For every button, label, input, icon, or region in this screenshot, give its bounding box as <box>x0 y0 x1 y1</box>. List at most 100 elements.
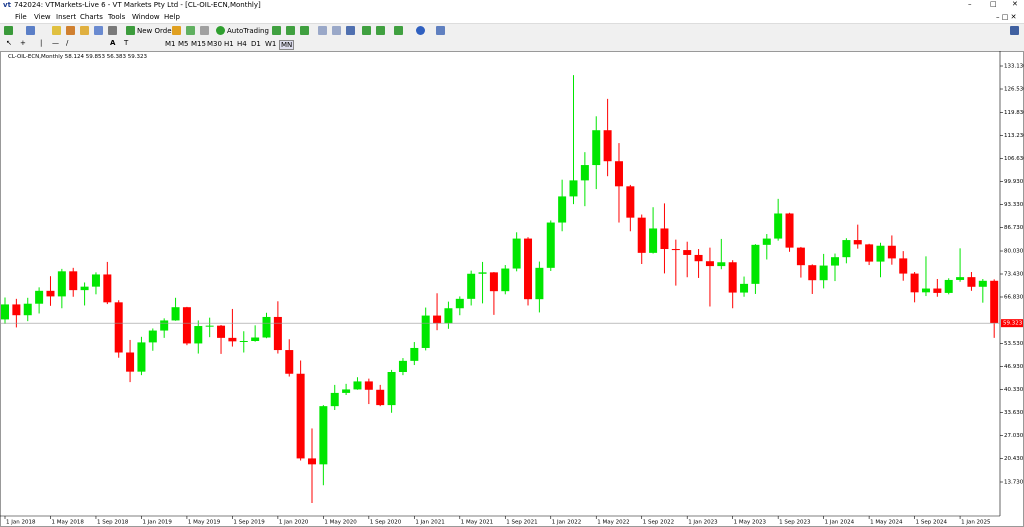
toolbar-icon[interactable] <box>172 26 181 35</box>
x-tick-label: 1 Jan 2019 <box>142 520 172 526</box>
candle-body <box>273 316 282 351</box>
close-button[interactable]: ✕ <box>1012 0 1018 8</box>
candle-body <box>398 360 407 373</box>
menu-item[interactable]: Tools <box>108 13 126 21</box>
candle-body <box>842 240 851 258</box>
line-tool[interactable]: — <box>52 39 59 47</box>
line-tool[interactable]: | <box>40 39 43 47</box>
chart-info-label: CL-OIL-ECN,Monthly 58.124 59.853 56.383 … <box>8 54 148 60</box>
menu-bar: File View Insert Charts Tools Window Hel… <box>0 11 1024 23</box>
candle-body <box>387 372 396 406</box>
autotrading-icon[interactable] <box>216 26 225 35</box>
x-tick-label: 1 Jan 2025 <box>961 520 991 526</box>
candle-body <box>319 406 328 465</box>
candle-body <box>421 315 430 348</box>
toolbar-icon[interactable] <box>376 26 385 35</box>
toolbar-icon[interactable] <box>94 26 103 35</box>
timeframe-button[interactable]: W1 <box>265 40 277 48</box>
candle-body <box>853 240 862 245</box>
y-tick-label: 119.830 <box>1004 110 1024 116</box>
toolbar-icon[interactable] <box>272 26 281 35</box>
timeframe-button[interactable]: M30 <box>207 40 222 48</box>
toolbar-icon[interactable] <box>300 26 309 35</box>
toolbar-icon[interactable] <box>52 26 61 35</box>
candle-body <box>262 316 271 338</box>
candle-body <box>194 326 203 344</box>
chart: CL-OIL-ECN,Monthly 58.124 59.853 56.383 … <box>0 51 1024 527</box>
candle-body <box>569 180 578 197</box>
new-order-button[interactable]: New Order <box>137 27 175 35</box>
menu-item[interactable]: View <box>34 13 51 21</box>
candle-body <box>967 277 976 287</box>
candle-body <box>455 298 464 309</box>
timeframe-button[interactable]: M15 <box>191 40 206 48</box>
toolbar-icon[interactable] <box>394 26 403 35</box>
toolbar-icon[interactable] <box>80 26 89 35</box>
timeframe-button[interactable]: M5 <box>178 40 189 48</box>
y-tick-label: 106.630 <box>1004 156 1024 162</box>
candle-body <box>740 283 749 293</box>
timeframe-button[interactable]: MN <box>279 40 295 50</box>
timeframe-button[interactable]: D1 <box>251 40 261 48</box>
app-logo: vt <box>3 1 11 9</box>
toolbar-icon[interactable] <box>108 26 117 35</box>
x-tick-label: 1 Sep 2024 <box>916 520 948 526</box>
y-tick-label: 99.930 <box>1004 179 1024 185</box>
toolbar-icon[interactable] <box>416 26 425 35</box>
toolbar-icon[interactable] <box>26 26 35 35</box>
menu-item[interactable]: Insert <box>56 13 77 21</box>
candle-body <box>660 228 669 250</box>
candle-body <box>353 381 362 390</box>
candle-body <box>865 244 874 262</box>
x-tick-label: 1 Sep 2021 <box>506 520 537 526</box>
toolbar-icon[interactable] <box>186 26 195 35</box>
window-title: 742024: VTMarkets-Live 6 - VT Markets Pt… <box>14 1 261 9</box>
line-tool[interactable]: / <box>66 39 69 47</box>
timeframe-button[interactable]: H4 <box>237 40 247 48</box>
toolbar-icon[interactable] <box>332 26 341 35</box>
candle-body <box>307 458 316 465</box>
y-tick-label: 93.330 <box>1004 202 1024 208</box>
candle-body <box>285 350 294 374</box>
window-control[interactable]: – □ ✕ <box>996 13 1017 21</box>
candle-body <box>410 347 419 361</box>
toolbar-icon[interactable] <box>346 26 355 35</box>
toolbar-icon[interactable] <box>318 26 327 35</box>
candle-body <box>603 130 612 162</box>
menu-item[interactable]: Window <box>132 13 160 21</box>
candle-body <box>296 373 305 459</box>
new-order-icon[interactable] <box>126 26 135 35</box>
candle-body <box>990 280 999 324</box>
candle-body <box>626 186 635 218</box>
cursor-tool[interactable]: ↖ <box>6 39 12 47</box>
candle-body <box>728 262 737 293</box>
toolbar-icon[interactable] <box>362 26 371 35</box>
maximize-button[interactable]: □ <box>990 0 997 8</box>
candle-body <box>251 337 260 341</box>
label-tool[interactable]: T <box>124 39 129 47</box>
minimize-button[interactable]: – <box>968 0 972 8</box>
toolbar-icon[interactable] <box>436 26 445 35</box>
timeframe-button[interactable]: H1 <box>224 40 234 48</box>
toolbar-icon[interactable] <box>66 26 75 35</box>
autotrading-button[interactable]: AutoTrading <box>227 27 269 35</box>
x-tick-label: 1 Jan 2022 <box>552 520 581 526</box>
candle-body <box>23 303 32 316</box>
toolbar-icon[interactable] <box>4 26 13 35</box>
timeframe-button[interactable]: M1 <box>165 40 176 48</box>
y-tick-label: 73.430 <box>1004 272 1024 278</box>
menu-item[interactable]: File <box>15 13 27 21</box>
text-tool[interactable]: A <box>110 39 116 47</box>
search-icon[interactable] <box>1010 26 1019 35</box>
menu-item[interactable]: Charts <box>80 13 103 21</box>
toolbar-icon[interactable] <box>286 26 295 35</box>
y-tick-label: 66.830 <box>1004 294 1024 300</box>
y-tick-label: 13.730 <box>1004 479 1024 485</box>
candle-body <box>69 271 78 291</box>
menu-item[interactable]: Help <box>164 13 180 21</box>
candle-body <box>705 261 714 267</box>
crosshair-tool[interactable]: + <box>20 39 26 47</box>
y-tick-label: 113.230 <box>1004 133 1024 139</box>
x-tick-label: 1 Sep 2020 <box>370 520 402 526</box>
toolbar-icon[interactable] <box>200 26 209 35</box>
